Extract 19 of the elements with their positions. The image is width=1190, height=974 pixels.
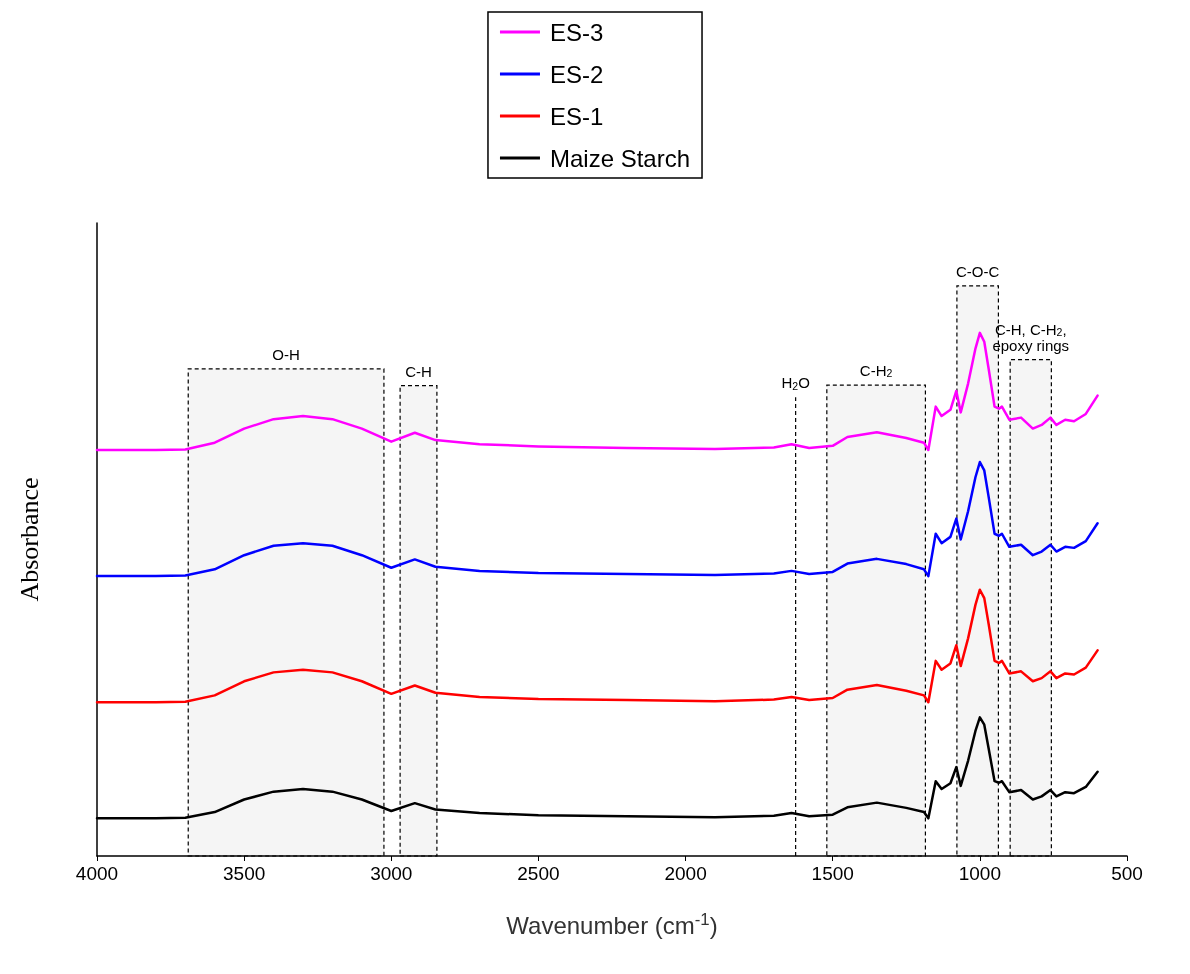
band-label: C-H, C-H2, epoxy rings	[992, 320, 1070, 354]
x-tick-label: 4000	[75, 863, 119, 884]
ref-line-label: H2O	[781, 374, 810, 392]
band-label: O-H	[272, 346, 300, 364]
legend-label: ES-1	[549, 102, 604, 130]
x-tick-label: 3000	[370, 863, 413, 884]
legend-label: Maize Starch	[549, 144, 691, 172]
band-label: C-O-C	[955, 263, 1000, 281]
x-tick-label: 2500	[517, 863, 560, 884]
x-tick-label: 1500	[811, 863, 854, 884]
y-axis-title: Absorbance	[14, 477, 44, 602]
legend-label: ES-2	[549, 60, 604, 88]
x-tick-label: 3500	[223, 863, 266, 884]
x-tick-label: 1000	[958, 863, 1001, 884]
x-tick-label: 500	[1111, 863, 1143, 884]
band-label: C-H2	[859, 361, 893, 380]
band-label: C-H	[405, 363, 432, 381]
x-tick-label: 2000	[664, 863, 707, 884]
legend-label: ES-3	[549, 18, 604, 46]
